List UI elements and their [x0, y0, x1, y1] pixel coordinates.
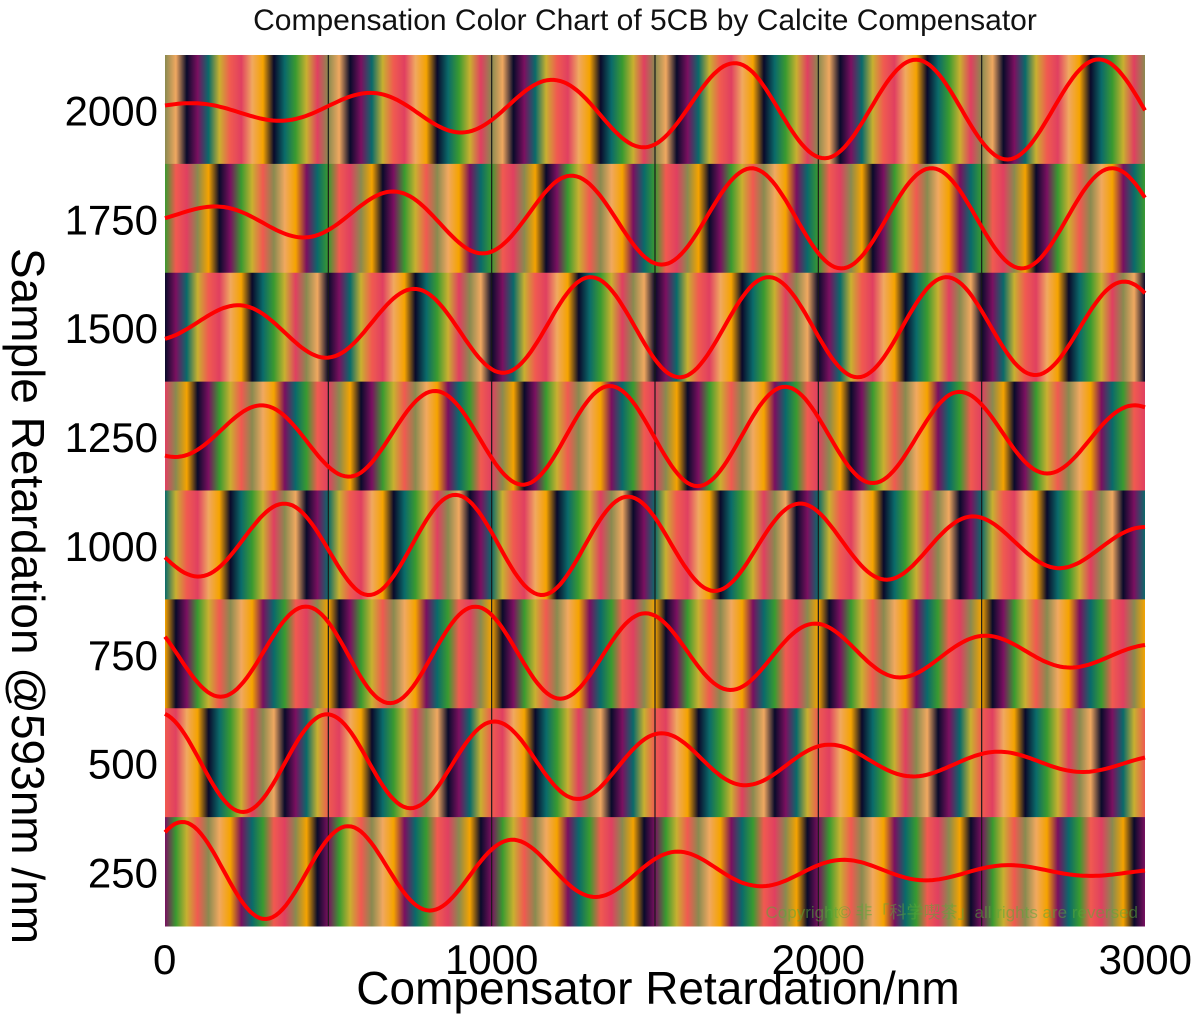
- x-axis-ticks: 0 1000 2000 3000: [153, 936, 1192, 983]
- curve-750: [163, 604, 1146, 706]
- curve-2000: [164, 57, 1147, 162]
- chart-title: Compensation Color Chart of 5CB by Calci…: [253, 4, 1037, 37]
- y-tick-label: 500: [88, 741, 158, 788]
- y-tick-label: 1500: [65, 305, 158, 352]
- gridlines: [327, 55, 983, 926]
- y-tick-label: 250: [88, 850, 158, 897]
- y-tick-label: 750: [88, 632, 158, 679]
- y-tick-label: 1250: [65, 414, 158, 461]
- curve-500: [164, 712, 1146, 815]
- watermark: Copyright© 非「科学喫茶」all rights are reverse…: [766, 903, 1138, 922]
- y-tick-label: 1750: [65, 196, 158, 243]
- x-tick-label: 2000: [772, 936, 865, 983]
- y-axis-label: Sample Retardation @593nm /nm: [2, 248, 54, 944]
- y-axis-ticks: 250 500 750 1000 1250 1500 1750 2000: [65, 87, 158, 896]
- y-tick-label: 2000: [65, 87, 158, 134]
- curve-250: [163, 819, 1146, 922]
- curve-1000: [163, 492, 1146, 598]
- y-tick-label: 1000: [65, 523, 158, 570]
- x-tick-label: 0: [153, 936, 176, 983]
- x-tick-label: 3000: [1099, 936, 1192, 983]
- x-tick-label: 1000: [445, 936, 538, 983]
- curve-1250: [164, 383, 1146, 489]
- curve-1500: [164, 275, 1147, 380]
- x-axis-label: Compensator Retardation/nm: [356, 962, 959, 1014]
- curve-1750: [164, 166, 1147, 271]
- curves: [163, 57, 1147, 922]
